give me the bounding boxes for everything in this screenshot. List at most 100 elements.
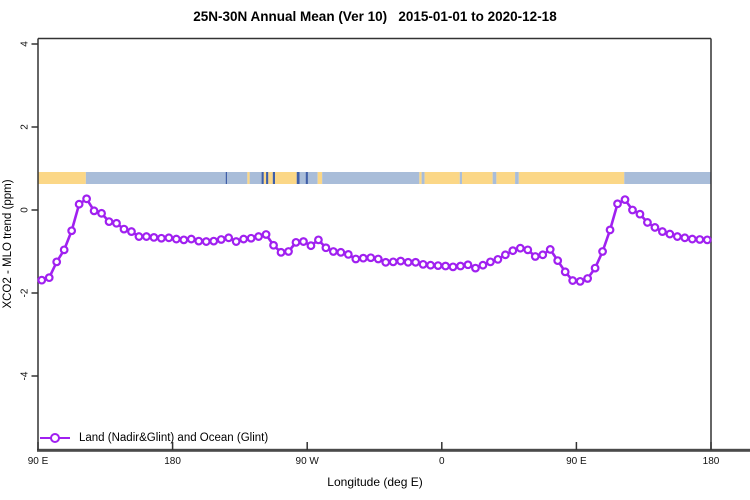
data-point-marker	[127, 227, 136, 236]
y-tick-label: -2	[20, 288, 31, 297]
data-point-marker	[665, 229, 675, 239]
data-point-marker	[680, 233, 690, 243]
data-point-marker	[112, 218, 121, 228]
data-point-marker	[104, 217, 114, 227]
x-tick-label: 0	[439, 456, 445, 467]
data-point-marker	[314, 235, 323, 245]
data-point-marker	[493, 254, 503, 264]
data-point-marker	[82, 194, 92, 204]
map-strip-segment-ocean	[227, 172, 248, 184]
data-point-marker	[186, 234, 196, 244]
map-strip-segment-land	[268, 172, 273, 184]
data-point-marker	[448, 262, 458, 272]
data-point-marker	[74, 199, 84, 209]
data-point-marker	[471, 263, 480, 273]
data-point-marker	[299, 237, 308, 246]
data-point-marker	[216, 235, 226, 244]
data-point-marker	[500, 250, 510, 260]
map-strip-segment-ocean	[299, 172, 306, 184]
data-point-marker	[388, 257, 398, 267]
data-point-marker	[261, 230, 271, 239]
data-point-marker	[702, 235, 712, 245]
chart-title: 25N-30N Annual Mean (Ver 10) 2015-01-01 …	[193, 9, 557, 24]
data-point-marker	[396, 256, 406, 266]
data-point-marker	[52, 257, 62, 267]
map-strip-segment-land	[419, 172, 422, 184]
map-strip-segment-land	[263, 172, 267, 184]
data-point-marker	[560, 267, 570, 277]
y-axis-label: XCO2 - MLO trend (ppm)	[2, 179, 14, 309]
map-strip-segment-land	[424, 172, 460, 184]
data-point-marker	[418, 259, 428, 269]
data-point-marker	[620, 195, 630, 205]
data-point-marker	[508, 246, 518, 256]
data-point-marker	[209, 236, 219, 246]
data-point-marker	[284, 247, 293, 256]
data-point-marker	[568, 276, 578, 285]
map-strip-segment-land	[461, 172, 493, 184]
data-point-marker	[643, 218, 652, 227]
data-point-marker	[381, 257, 391, 267]
data-point-marker	[89, 206, 99, 216]
data-point-marker	[553, 256, 563, 266]
data-point-marker	[515, 243, 525, 253]
data-point-marker	[321, 243, 331, 253]
x-tick-label: 180	[164, 456, 181, 467]
data-point-marker	[44, 273, 54, 283]
map-strip-segment-ocean	[85, 172, 226, 184]
y-tick-label: 4	[20, 41, 31, 47]
map-strip-segment-land	[518, 172, 625, 184]
x-axis-baseline	[37, 448, 750, 452]
x-tick-label: 180	[703, 456, 720, 467]
data-point-marker	[366, 253, 376, 263]
data-point-marker	[441, 261, 450, 271]
map-strip-segment-island	[247, 172, 250, 184]
map-strip-segment-ocean	[492, 172, 497, 184]
data-point-marker	[635, 209, 645, 219]
data-point-marker	[351, 254, 361, 264]
data-point-marker	[538, 250, 548, 260]
data-point-marker	[149, 232, 159, 242]
data-point-marker	[478, 260, 488, 270]
data-point-marker	[575, 276, 585, 286]
data-point-marker	[687, 234, 697, 244]
map-strip-segment-ocean	[515, 172, 519, 184]
data-point-marker	[530, 252, 540, 261]
data-point-marker	[426, 260, 435, 270]
data-point-marker	[224, 233, 234, 243]
map-strip-segment-ocean	[322, 172, 420, 184]
map-strip-segment-ocean	[249, 172, 262, 184]
data-point-marker	[433, 261, 443, 271]
data-point-marker	[672, 232, 682, 241]
map-strip-segment-ocean	[307, 172, 318, 184]
map-strip-segment-dark	[296, 172, 300, 184]
data-point-marker	[613, 199, 622, 209]
data-point-marker	[246, 233, 256, 243]
map-strip-segment-ocean	[624, 172, 711, 184]
map-strip-segment-dark	[225, 172, 228, 184]
legend-line-marker-icon	[40, 429, 70, 446]
map-strip-segment-dark	[272, 172, 276, 184]
data-point-marker	[142, 232, 151, 241]
y-tick-label: -4	[20, 371, 31, 380]
data-point-marker	[194, 236, 204, 246]
data-point-marker	[269, 240, 278, 250]
data-point-marker	[164, 233, 174, 243]
data-point-marker	[523, 245, 533, 255]
data-point-marker	[650, 223, 660, 232]
data-point-marker	[231, 237, 241, 246]
data-point-marker	[657, 227, 667, 236]
legend-label: Land (Nadir&Glint) and Ocean (Glint)	[79, 431, 269, 444]
data-point-marker	[403, 257, 413, 267]
data-point-marker	[97, 208, 106, 218]
data-point-marker	[336, 247, 346, 257]
data-point-marker	[343, 250, 353, 259]
data-point-marker	[171, 234, 181, 244]
data-point-marker	[590, 263, 600, 273]
data-point-marker	[486, 257, 495, 267]
data-point-marker	[463, 260, 473, 270]
legend: Land (Nadir&Glint) and Ocean (Glint)	[40, 429, 268, 446]
data-point-marker	[545, 245, 555, 254]
